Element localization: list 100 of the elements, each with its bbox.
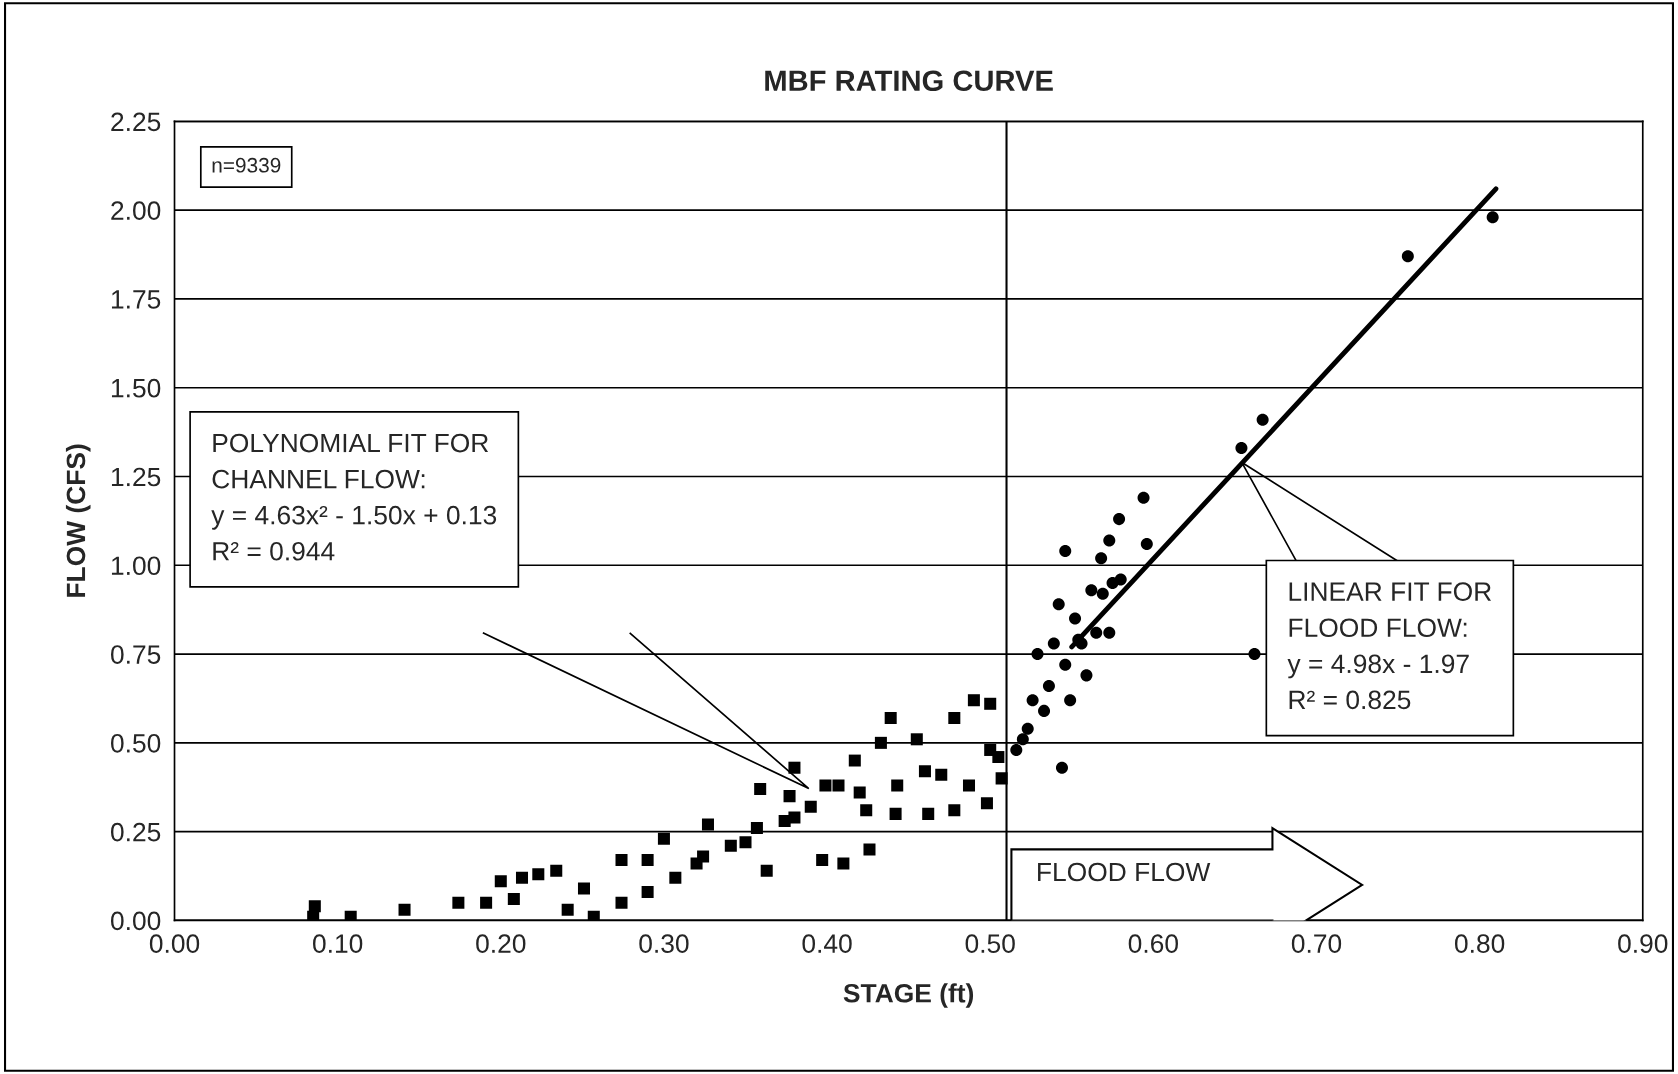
point [750,822,763,835]
point [922,807,935,820]
point [739,836,752,849]
point [816,854,829,867]
point [935,768,948,781]
point [884,711,897,724]
point [724,839,737,852]
y-tick-label: 0.75 [110,645,161,664]
y-tick-label: 0.00 [110,911,161,931]
point [398,903,411,916]
point [1085,584,1098,597]
point [1140,537,1153,550]
point [1103,534,1116,547]
point [1026,694,1039,707]
point [1137,491,1150,504]
point [1031,648,1044,661]
point [657,832,670,845]
point [804,800,817,813]
y-tick-label: 1.75 [111,290,161,309]
point [669,871,682,884]
point [507,893,520,906]
annotation: FLOOD FLOW [1038,862,1211,882]
point [308,900,321,913]
point [889,807,902,820]
point [783,790,796,803]
point [891,779,904,792]
point [837,857,850,870]
point [760,864,773,877]
point [480,896,493,909]
point [561,903,574,916]
x-axis-title: STAGE (ft) [843,983,974,1008]
point [819,779,832,792]
y-tick-label: 1.25 [111,467,161,487]
x-tick-label: 0.80 [1454,934,1505,953]
point [1042,680,1055,693]
point [1090,626,1103,639]
point [1080,669,1093,682]
x-tick-label: 0.30 [639,934,689,953]
y-tick-label: 1.50 [111,378,161,398]
y-tick-label: 2.00 [111,201,161,220]
point [532,868,545,881]
point [948,711,961,724]
point [1038,704,1051,717]
point [788,811,801,824]
annotation: n=9339 [212,157,281,173]
y-tick-label: 1.00 [111,556,161,576]
point [577,882,590,895]
x-tick-label: 0.70 [1291,934,1342,953]
point [615,854,628,867]
point [874,736,887,749]
point [910,733,923,746]
point [1016,733,1029,746]
point [494,875,507,888]
point [1235,442,1248,455]
point [918,765,931,778]
point [1248,648,1261,661]
point [701,818,714,831]
point [1010,743,1023,756]
x-tick-label: 0.40 [802,934,852,953]
point [1055,761,1068,774]
x-tick-label: 0.60 [1128,934,1178,953]
point [1059,545,1072,558]
point [1047,637,1060,650]
x-tick-label: 0.50 [965,934,1015,953]
point [1096,587,1109,600]
x-tick-label: 0.90 [1618,934,1668,953]
point [995,772,1008,785]
point [515,871,529,884]
point [1069,612,1082,625]
point [948,804,961,817]
point [1059,658,1072,671]
point [832,779,845,792]
point [1114,573,1127,586]
point [980,797,993,810]
point [853,786,866,799]
point [452,896,465,909]
point [984,697,997,710]
point [788,761,801,774]
point [344,910,357,921]
y-tick-label: 0.50 [110,733,161,753]
point [615,896,628,909]
x-tick-label: 0.00 [149,934,200,953]
point [1021,722,1034,735]
point [1401,250,1414,263]
point [860,804,873,817]
y-axis-title: FLOW (CFS) [65,444,91,597]
point [848,754,861,767]
chart-title: MBF RATING CURVE [765,70,1053,92]
point [697,850,710,863]
annotation: POLYNOMIAL FIT FOR CHANNEL FLOW: y = 4.63x² - 1.50x + 0.13 R² = 0.944 [211,433,497,561]
annotation: LINEAR FIT FOR FLOOD FLOW: y = 4.98x - 1.97 R² = 0.825 [1287,582,1492,710]
point [550,864,563,877]
point [1486,211,1499,224]
y-tick-label: 0.25 [110,822,161,842]
point [754,783,767,796]
point [1103,626,1116,639]
point [641,885,654,899]
point [1113,513,1126,526]
point [1095,552,1108,565]
point [1052,598,1065,611]
